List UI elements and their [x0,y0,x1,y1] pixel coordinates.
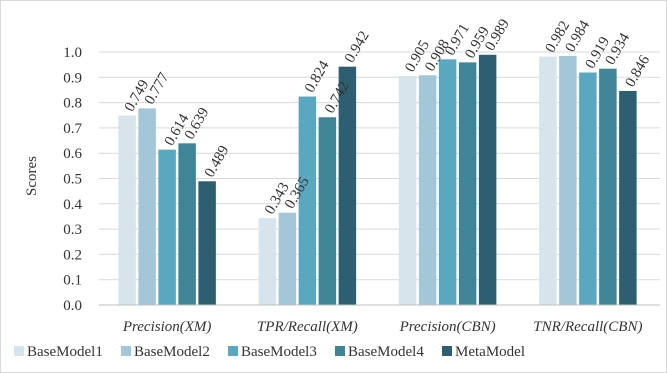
bar-basemodel1-0 [118,115,136,306]
y-axis-ticks: 0.0 0.1 0.2 0.3 0.4 0.5 0.6 0.7 0.8 0.9 1.0 [63,45,82,314]
data-label: 0.942 [342,28,373,65]
bar-metamodel-2 [478,54,497,305]
legend-entry: BaseModel4 [348,344,424,360]
bar-basemodel3-0 [158,149,176,305]
x-category-label: Precision(CBN) [399,319,496,335]
bar-basemodel1-3 [539,56,557,305]
legend-entry: BaseModel2 [134,344,210,360]
y-tick-label: 0.3 [63,222,82,238]
bar-basemodel4-2 [458,62,477,305]
legend-swatch [335,346,345,356]
y-axis-label: Scores [24,156,40,196]
legend: BaseModel1 BaseModel2 BaseModel3 BaseModel4… [14,344,525,360]
bar-basemodel4-1 [318,117,337,305]
y-tick-label: 0.7 [63,121,82,137]
y-tick-label: 0.4 [63,197,82,213]
y-tick-label: 0.0 [63,298,82,314]
y-tick-label: 0.1 [63,273,82,289]
y-tick-label: 0.9 [63,70,82,86]
bar-basemodel1-1 [258,218,277,305]
y-tick-label: 0.5 [63,172,82,188]
bar-basemodel2-2 [418,75,437,305]
data-label: 0.846 [622,52,653,90]
x-category-label: Precision(XM) [122,319,212,335]
x-axis-categories: Precision(XM) TPR/Recall(XM) Precision(CBN… [122,319,643,335]
bar-basemodel1-2 [398,76,417,305]
bar-basemodel3-2 [438,59,457,305]
legend-entry: BaseModel1 [27,344,103,360]
y-tick-label: 0.2 [63,247,82,263]
bar-basemodel4-0 [178,143,196,305]
bar-basemodel2-0 [138,108,156,305]
bar-metamodel-3 [619,90,637,305]
legend-swatch [442,346,452,356]
bar-basemodel3-1 [298,96,317,305]
x-category-label: TPR/Recall(XM) [257,319,358,335]
data-label: 0.824 [302,58,333,96]
data-label: 0.489 [202,143,233,180]
x-category-label: TNR/Recall(CBN) [533,319,642,335]
legend-entry: MetaModel [455,344,525,360]
bar-metamodel-1 [338,66,357,305]
y-tick-label: 1.0 [63,45,82,61]
bar-basemodel2-3 [559,56,577,305]
y-tick-label: 0.8 [63,96,82,112]
legend-swatch [121,346,131,356]
bars [118,54,637,306]
bar-metamodel-0 [198,181,216,305]
bar-basemodel2-1 [278,212,297,305]
bar-basemodel4-3 [599,68,617,305]
bar-basemodel3-3 [579,72,597,305]
legend-entry: BaseModel3 [241,344,317,360]
legend-swatch [228,346,238,356]
legend-swatch [14,346,24,356]
y-tick-label: 0.6 [63,146,82,162]
